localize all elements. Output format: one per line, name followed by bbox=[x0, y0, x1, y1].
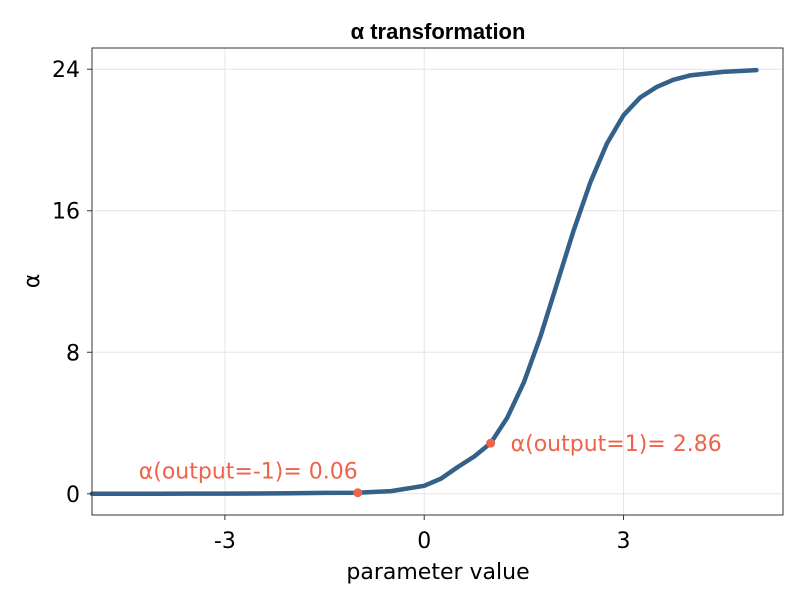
annotation-label: α(output=1)= 2.86 bbox=[511, 432, 722, 457]
x-tick-label: 3 bbox=[617, 529, 631, 554]
chart-title: α transformation bbox=[351, 19, 526, 44]
annotations: α(output=-1)= 0.06 α(output=1)= 2.86 bbox=[139, 432, 722, 498]
y-tick-label: 8 bbox=[66, 341, 80, 366]
plot-frame bbox=[91, 47, 784, 516]
annotation-point bbox=[486, 438, 496, 448]
x-axis-label: parameter value bbox=[346, 560, 529, 585]
y-axis-label: α bbox=[20, 274, 45, 289]
annotation-label: α(output=-1)= 0.06 bbox=[139, 460, 358, 485]
y-tick-label: 0 bbox=[66, 483, 80, 508]
tick-labels: -3 0 3 0 8 16 24 bbox=[52, 58, 631, 554]
y-tick-label: 24 bbox=[52, 58, 80, 83]
y-tick-label: 16 bbox=[52, 200, 80, 225]
annotation-point bbox=[353, 488, 363, 498]
x-tick-label: 0 bbox=[417, 529, 431, 554]
x-tick-label: -3 bbox=[214, 529, 236, 554]
